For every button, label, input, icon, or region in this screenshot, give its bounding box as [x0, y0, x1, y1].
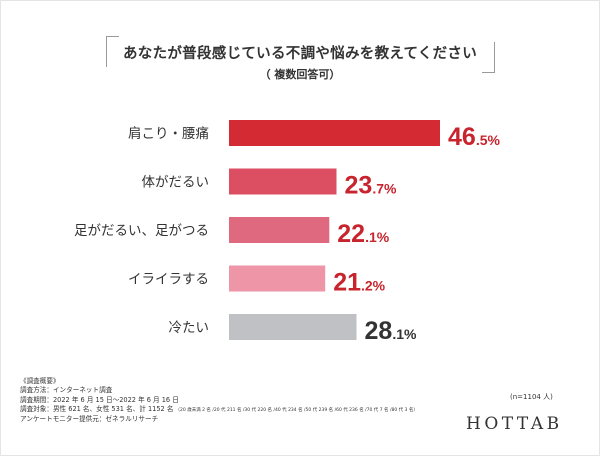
notes-period: 調査期間：2022 年 6 月 15 日〜2022 年 6 月 16 日 [20, 395, 179, 404]
bar-chart: 肩こり・腰痛 46.5% 体がだるい 23.7% 足がだるい、足がつる 22.1% イライラ… [74, 120, 500, 345]
notes-target-main: 調査対象：男性 621 名、女性 531 名、計 1152 名 [20, 404, 174, 413]
bar-2 [229, 217, 330, 243]
bar-0 [229, 120, 440, 146]
notes-target-breakdown: （20 歳未満 2 名 /20 代 211 名 /30 代 220 名 /40 … [175, 407, 418, 413]
notes-method: 調査方法：インターネット調査 [20, 386, 113, 395]
value-label-1: 23.7% [345, 172, 397, 200]
bar-1 [229, 168, 337, 195]
sample-size: (n=1104 人) [510, 393, 553, 401]
category-label-2: 足がだるい、足がつる [74, 223, 209, 239]
category-label-3: イライラする [128, 272, 209, 288]
bar-3 [229, 265, 326, 292]
category-label-4: 冷たい [169, 320, 210, 336]
value-label-2: 22.1% [337, 220, 389, 248]
value-label-0: 46.5% [448, 123, 500, 151]
notes-provider: アンケートモニター提供元：ゼネラルリサーチ [20, 415, 159, 424]
title-bracket-right [482, 42, 495, 73]
chart-subtitle: （ 複数回答可） [259, 68, 341, 81]
category-label-0: 肩こり・腰痛 [128, 125, 209, 142]
chart-title: あなたが普段感じている不調や悩みを教えてください [122, 46, 478, 62]
bar-4 [229, 314, 357, 340]
value-label-4: 28.1% [365, 317, 417, 345]
title-bracket-left [106, 36, 119, 67]
notes-target: 調査対象：男性 621 名、女性 531 名、計 1152 名 （20 歳未満 … [20, 405, 418, 415]
survey-notes: 《調査概要》 調査方法：インターネット調査 調査期間：2022 年 6 月 15… [20, 377, 418, 424]
notes-heading: 《調査概要》 [20, 377, 60, 385]
value-label-3: 21.2% [333, 269, 385, 297]
hottab-logo: HOTTAB [466, 414, 563, 434]
category-label-1: 体がだるい [142, 175, 210, 191]
